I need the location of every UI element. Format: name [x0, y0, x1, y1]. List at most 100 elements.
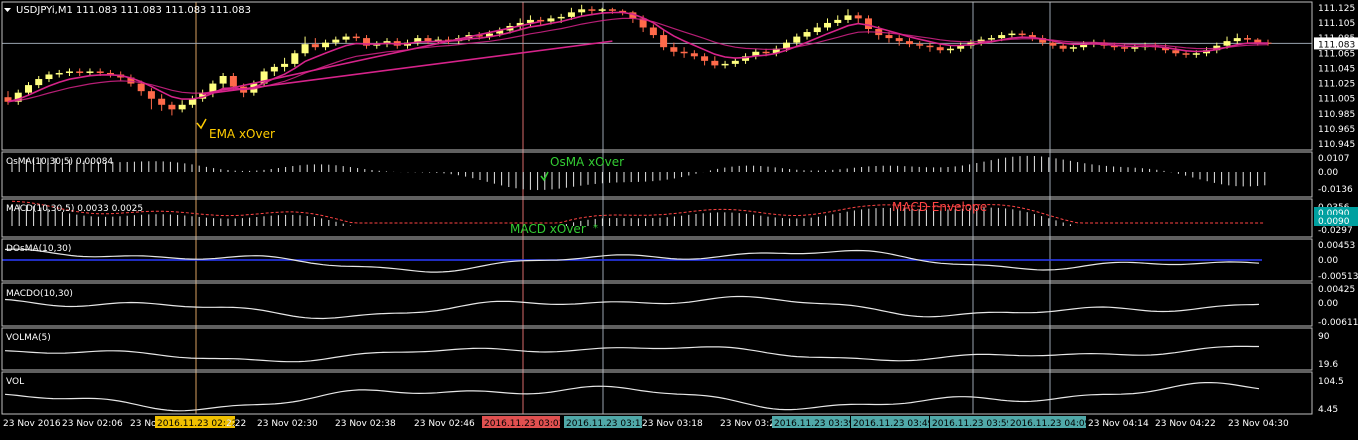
candle-body[interactable]	[332, 39, 340, 43]
candle-body[interactable]	[475, 35, 483, 37]
candle-body[interactable]	[619, 10, 627, 13]
candle-body[interactable]	[45, 74, 53, 80]
candle-body[interactable]	[537, 19, 545, 22]
candle-body[interactable]	[414, 38, 422, 43]
candle-body[interactable]	[1018, 33, 1026, 36]
candle-body[interactable]	[311, 44, 319, 48]
candle-body[interactable]	[1131, 47, 1139, 49]
candle-body[interactable]	[864, 18, 872, 30]
candle-body[interactable]	[762, 51, 770, 54]
candle-body[interactable]	[35, 79, 43, 86]
candle-body[interactable]	[342, 36, 350, 40]
candle-body[interactable]	[229, 76, 237, 87]
triangle-down-icon[interactable]	[4, 8, 11, 12]
candle-body[interactable]	[496, 30, 504, 34]
candle-body[interactable]	[147, 91, 155, 99]
candle-body[interactable]	[96, 71, 104, 73]
candle-body[interactable]	[168, 104, 176, 110]
candle-body[interactable]	[55, 72, 63, 75]
candle-body[interactable]	[588, 9, 596, 11]
candle-body[interactable]	[598, 9, 606, 11]
candle-body[interactable]	[772, 48, 780, 54]
candle-body[interactable]	[793, 36, 801, 43]
candle-body[interactable]	[363, 38, 371, 46]
candle-body[interactable]	[895, 38, 903, 42]
candle-body[interactable]	[1244, 38, 1252, 40]
candle-body[interactable]	[701, 56, 709, 61]
candle-body[interactable]	[813, 27, 821, 33]
candle-body[interactable]	[998, 35, 1006, 39]
candle-body[interactable]	[188, 98, 196, 105]
candle-body[interactable]	[578, 9, 586, 13]
candle-body[interactable]	[916, 44, 924, 46]
candle-body[interactable]	[670, 47, 678, 52]
candle-body[interactable]	[178, 104, 186, 110]
candle-body[interactable]	[199, 92, 207, 99]
candle-body[interactable]	[86, 71, 94, 73]
indicator-panels[interactable]: *	[2, 155, 1266, 412]
candle-body[interactable]	[547, 18, 555, 22]
candle-body[interactable]	[803, 32, 811, 37]
candle-body[interactable]	[526, 19, 534, 23]
candle-body[interactable]	[957, 45, 965, 49]
candle-body[interactable]	[1121, 47, 1129, 49]
candle-body[interactable]	[629, 12, 637, 19]
price-panel[interactable]	[4, 4, 1272, 130]
candle-body[interactable]	[1049, 42, 1057, 46]
candle-body[interactable]	[1162, 47, 1170, 51]
candle-body[interactable]	[1233, 38, 1241, 42]
candle-body[interactable]	[301, 44, 309, 54]
candle-body[interactable]	[373, 44, 381, 46]
candle-body[interactable]	[1182, 53, 1190, 55]
candle-body[interactable]	[854, 15, 862, 19]
candle-body[interactable]	[219, 76, 227, 84]
candle-body[interactable]	[946, 48, 954, 51]
candle-body[interactable]	[742, 56, 750, 61]
candle-body[interactable]	[516, 22, 524, 26]
candle-body[interactable]	[4, 97, 12, 102]
candle-body[interactable]	[1110, 45, 1118, 48]
candle-body[interactable]	[106, 72, 114, 75]
candle-body[interactable]	[680, 51, 688, 54]
candle-body[interactable]	[1080, 44, 1088, 48]
candle-body[interactable]	[1254, 39, 1262, 43]
candle-body[interactable]	[158, 98, 166, 105]
candle-body[interactable]	[608, 9, 616, 11]
candle-body[interactable]	[127, 77, 135, 84]
candle-body[interactable]	[291, 53, 299, 64]
candle-body[interactable]	[926, 45, 934, 48]
candle-body[interactable]	[24, 85, 32, 93]
candle-body[interactable]	[270, 66, 278, 72]
candle-body[interactable]	[1223, 41, 1231, 46]
candle-body[interactable]	[649, 27, 657, 36]
candle-body[interactable]	[690, 53, 698, 57]
candle-body[interactable]	[721, 63, 729, 66]
candle-body[interactable]	[322, 42, 330, 48]
candle-body[interactable]	[834, 19, 842, 23]
candle-body[interactable]	[567, 12, 575, 17]
candle-body[interactable]	[885, 35, 893, 39]
candle-body[interactable]	[434, 39, 442, 42]
candle-body[interactable]	[936, 47, 944, 51]
candle-body[interactable]	[731, 60, 739, 64]
candle-body[interactable]	[639, 18, 647, 28]
candle-body[interactable]	[557, 16, 565, 19]
candle-body[interactable]	[711, 60, 719, 66]
candle-body[interactable]	[444, 39, 452, 42]
candle-body[interactable]	[824, 22, 832, 28]
candle-body[interactable]	[76, 71, 84, 73]
candle-body[interactable]	[660, 35, 668, 48]
candle-body[interactable]	[1069, 47, 1077, 49]
candle-body[interactable]	[1192, 53, 1200, 55]
candle-body[interactable]	[987, 38, 995, 40]
candle-body[interactable]	[209, 83, 217, 93]
candle-body[interactable]	[14, 92, 22, 102]
candle-body[interactable]	[1039, 38, 1047, 43]
candle-body[interactable]	[844, 15, 852, 20]
candle-body[interactable]	[1008, 33, 1016, 36]
candle-body[interactable]	[1264, 42, 1272, 44]
candle-body[interactable]	[752, 51, 760, 57]
candle-body[interactable]	[1172, 50, 1180, 54]
candle-body[interactable]	[137, 83, 145, 92]
